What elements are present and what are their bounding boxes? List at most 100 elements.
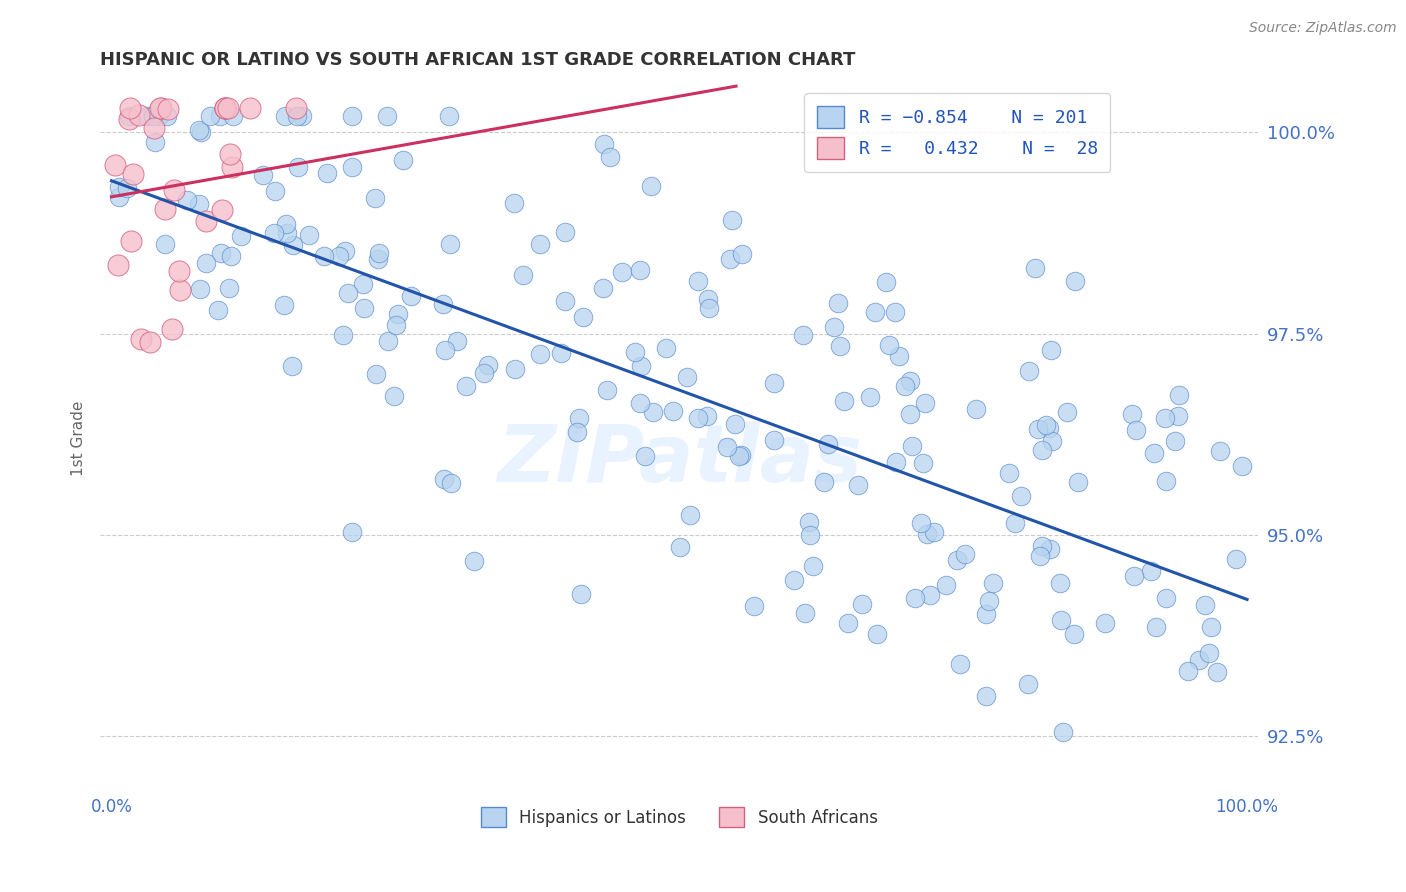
Point [641, 405, 664, 419]
Point [120, 234, 142, 248]
Point [883, 304, 905, 318]
Point [214, 101, 236, 115]
Point [696, 292, 718, 306]
Point [367, 245, 389, 260]
Point [285, 109, 308, 123]
Point [107, 258, 129, 272]
Point [1018, 364, 1040, 378]
Point [901, 439, 924, 453]
Point [169, 283, 191, 297]
Point [946, 553, 969, 567]
Point [167, 264, 190, 278]
Point [554, 293, 576, 308]
Point [367, 252, 389, 267]
Point [565, 425, 588, 439]
Point [188, 282, 211, 296]
Y-axis label: 1st Grade: 1st Grade [72, 401, 86, 476]
Point [1168, 388, 1191, 402]
Point [352, 277, 374, 292]
Point [1140, 564, 1163, 578]
Point [187, 123, 209, 137]
Point [628, 262, 651, 277]
Point [550, 346, 572, 360]
Point [187, 197, 209, 211]
Point [221, 160, 243, 174]
Point [894, 378, 917, 392]
Point [1039, 541, 1062, 556]
Point [1026, 422, 1049, 436]
Point [1010, 489, 1032, 503]
Point [1063, 627, 1085, 641]
Point [634, 449, 657, 463]
Point [118, 101, 141, 115]
Point [974, 607, 997, 621]
Point [1188, 653, 1211, 667]
Point [1017, 677, 1039, 691]
Point [221, 249, 243, 263]
Point [1230, 458, 1253, 473]
Point [336, 286, 359, 301]
Point [239, 101, 262, 115]
Point [837, 616, 859, 631]
Point [446, 334, 468, 348]
Point [1039, 343, 1062, 357]
Point [716, 441, 738, 455]
Point [316, 166, 339, 180]
Point [783, 573, 806, 587]
Point [668, 540, 690, 554]
Point [108, 179, 131, 194]
Point [194, 256, 217, 270]
Point [630, 359, 652, 373]
Point [156, 109, 179, 123]
Point [333, 244, 356, 259]
Point [554, 225, 576, 239]
Point [898, 407, 921, 421]
Point [917, 527, 939, 541]
Point [328, 249, 350, 263]
Point [214, 101, 236, 115]
Point [1194, 599, 1216, 613]
Point [884, 455, 907, 469]
Point [512, 268, 534, 283]
Point [463, 554, 485, 568]
Point [599, 150, 621, 164]
Point [529, 347, 551, 361]
Point [974, 689, 997, 703]
Point [274, 217, 297, 231]
Point [1156, 591, 1178, 606]
Text: HISPANIC OR LATINO VS SOUTH AFRICAN 1ST GRADE CORRELATION CHART: HISPANIC OR LATINO VS SOUTH AFRICAN 1ST … [100, 51, 855, 69]
Point [1164, 434, 1187, 449]
Point [817, 436, 839, 450]
Point [953, 547, 976, 561]
Point [439, 237, 461, 252]
Point [273, 297, 295, 311]
Point [654, 342, 676, 356]
Point [214, 101, 236, 115]
Point [596, 383, 619, 397]
Point [340, 160, 363, 174]
Point [1052, 725, 1074, 739]
Point [163, 183, 186, 197]
Point [332, 328, 354, 343]
Point [108, 190, 131, 204]
Point [122, 167, 145, 181]
Point [912, 456, 935, 470]
Point [285, 101, 308, 115]
Point [456, 379, 478, 393]
Point [799, 528, 821, 542]
Point [291, 109, 314, 123]
Point [568, 411, 591, 425]
Point [797, 515, 820, 529]
Point [142, 109, 165, 123]
Point [823, 320, 845, 334]
Point [1199, 620, 1222, 634]
Point [128, 108, 150, 122]
Point [661, 404, 683, 418]
Point [387, 308, 409, 322]
Point [104, 158, 127, 172]
Point [851, 597, 873, 611]
Point [914, 396, 936, 410]
Point [149, 101, 172, 115]
Point [846, 477, 869, 491]
Point [117, 181, 139, 195]
